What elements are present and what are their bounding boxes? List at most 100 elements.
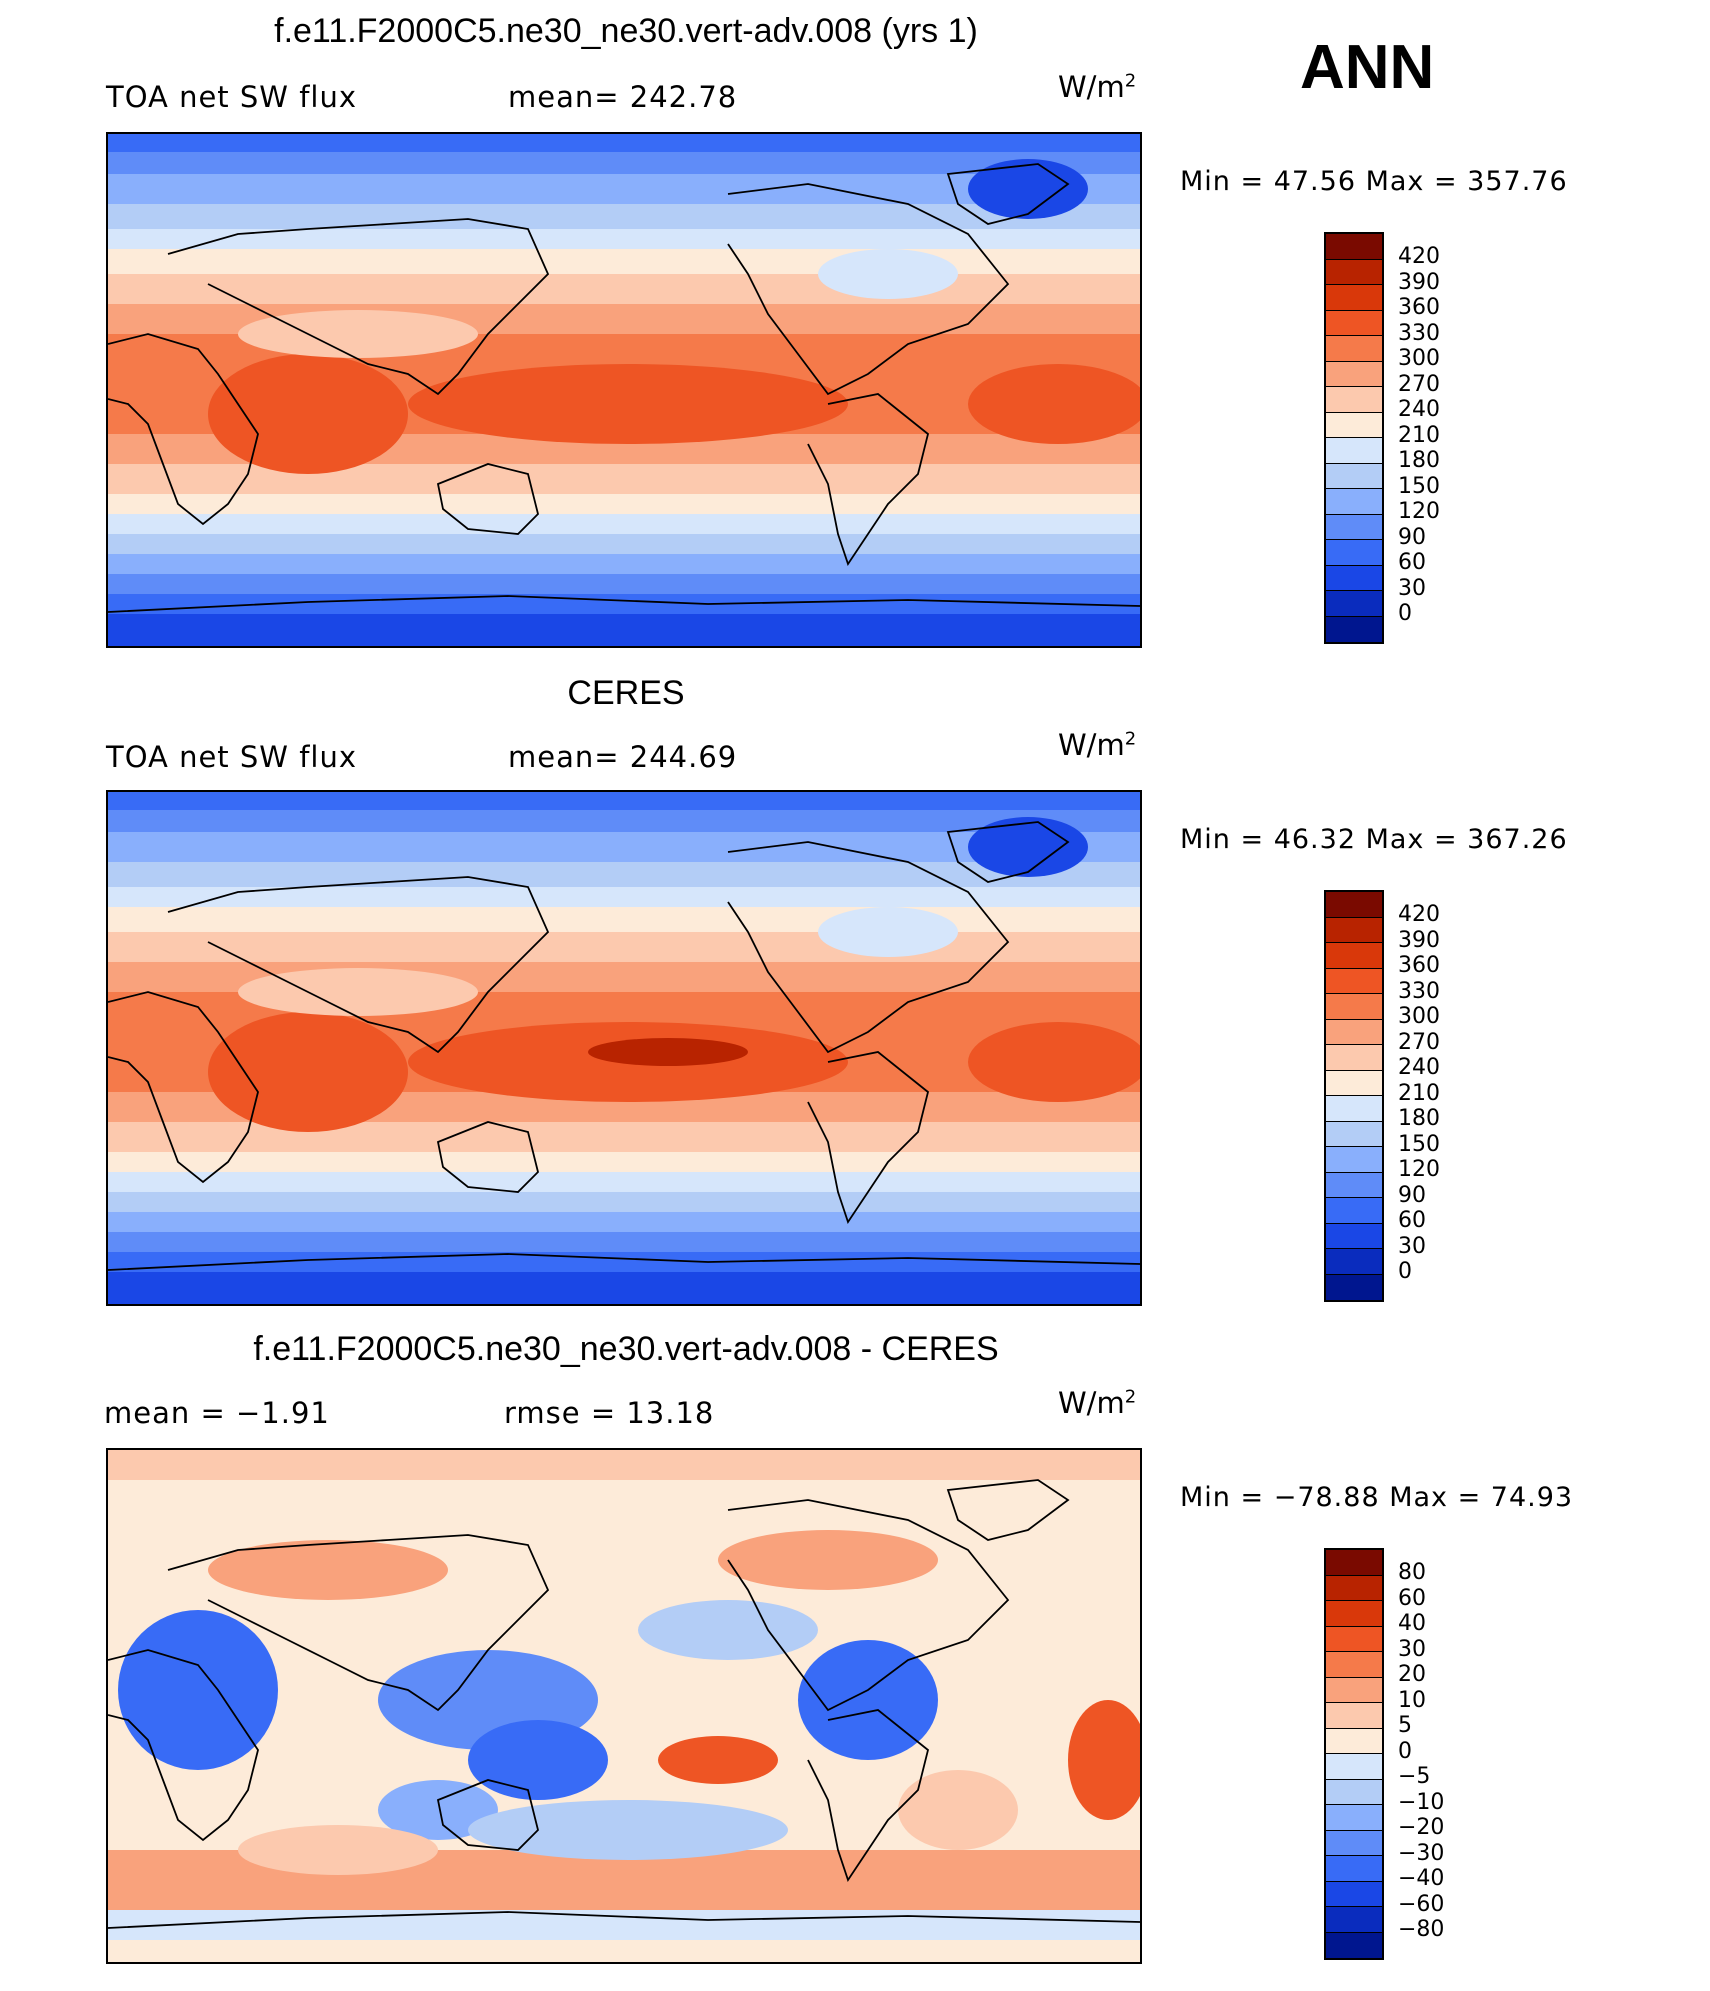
colorbar-swatch xyxy=(1326,1754,1382,1780)
colorbar-swatch xyxy=(1326,1550,1382,1576)
colorbar-swatch xyxy=(1326,540,1382,566)
panel-3-minmax: Min = −78.88 Max = 74.93 xyxy=(1180,1482,1574,1513)
colorbar-tick-label: 300 xyxy=(1398,1004,1440,1029)
colorbar-swatch xyxy=(1326,1703,1382,1729)
panel-2-unit: W/m2 xyxy=(1058,728,1137,762)
panel-3-rmse-label: rmse = 13.18 xyxy=(504,1396,715,1430)
colorbar-tick-label: 330 xyxy=(1398,320,1440,346)
colorbar-tick-label: 150 xyxy=(1398,473,1440,499)
contour-map xyxy=(108,1450,1140,1962)
colorbar-tick-label: 20 xyxy=(1398,1662,1426,1687)
colorbar-swatch xyxy=(1326,1249,1382,1275)
colorbar-tick-label: 420 xyxy=(1398,902,1440,927)
colorbar-tick-label: 420 xyxy=(1398,244,1440,269)
colorbar-tick-label: 60 xyxy=(1398,550,1426,575)
colorbar-swatch xyxy=(1326,1274,1382,1300)
colorbar-swatch xyxy=(1326,1223,1382,1249)
season-label: ANN xyxy=(1300,33,1435,102)
colorbar-swatch xyxy=(1326,1575,1382,1601)
colorbar-tick-label: 60 xyxy=(1398,1208,1426,1233)
colorbar-tick-label: 5 xyxy=(1398,1713,1412,1738)
colorbar-swatch xyxy=(1326,917,1382,943)
colorbar-swatch xyxy=(1326,616,1382,642)
colorbar-tick-label: 0 xyxy=(1398,1259,1412,1284)
colorbar-tick-label: 360 xyxy=(1398,953,1440,978)
colorbar-swatch xyxy=(1326,259,1382,285)
colorbar-swatch xyxy=(1326,412,1382,438)
colorbar-tick-label: 270 xyxy=(1398,371,1440,397)
colorbar-tick-label: 150 xyxy=(1398,1131,1440,1157)
colorbar-tick-label: 30 xyxy=(1398,575,1426,601)
colorbar-tick-label: 300 xyxy=(1398,346,1440,371)
colorbar-tick-label: 40 xyxy=(1398,1611,1426,1636)
colorbar-tick-label: 0 xyxy=(1398,1738,1412,1764)
colorbar-swatch xyxy=(1326,1172,1382,1198)
colorbar-swatch xyxy=(1326,1601,1382,1627)
colorbar-swatch xyxy=(1326,1779,1382,1805)
colorbar-swatch xyxy=(1326,234,1382,260)
colorbar-swatch xyxy=(1326,1856,1382,1882)
colorbar-swatch xyxy=(1326,892,1382,918)
contour-map xyxy=(108,134,1140,646)
colorbar-swatch xyxy=(1326,943,1382,969)
colorbar-swatch xyxy=(1326,310,1382,336)
panel-3-title: f.e11.F2000C5.ne30_ne30.vert-adv.008 - C… xyxy=(253,1330,999,1368)
colorbar-tick-label: 90 xyxy=(1398,1182,1426,1208)
colorbar-swatch xyxy=(1326,463,1382,489)
panel-2-title: CERES xyxy=(567,674,685,712)
colorbar-swatch xyxy=(1326,438,1382,464)
colorbar-swatch xyxy=(1326,1198,1382,1224)
colorbar-swatch xyxy=(1326,1728,1382,1754)
colorbar-swatch xyxy=(1326,489,1382,515)
colorbar-swatch xyxy=(1326,387,1382,413)
colorbar-swatch xyxy=(1326,1045,1382,1071)
panel-1-colorbar xyxy=(1324,232,1384,644)
colorbar-tick-label: −60 xyxy=(1398,1891,1445,1917)
panel-1-minmax: Min = 47.56 Max = 357.76 xyxy=(1180,166,1568,197)
colorbar-swatch xyxy=(1326,1626,1382,1652)
colorbar-swatch xyxy=(1326,1805,1382,1831)
colorbar-swatch xyxy=(1326,1830,1382,1856)
panel-2-minmax: Min = 46.32 Max = 367.26 xyxy=(1180,824,1568,855)
colorbar-tick-label: 30 xyxy=(1398,1233,1426,1259)
colorbar-tick-label: 270 xyxy=(1398,1029,1440,1055)
panel-2-variable-label: TOA net SW flux xyxy=(106,740,358,774)
panel-1-mean-label: mean= 242.78 xyxy=(508,80,738,114)
colorbar-swatch xyxy=(1326,514,1382,540)
colorbar-swatch xyxy=(1326,968,1382,994)
panel-3-colorbar xyxy=(1324,1548,1384,1960)
colorbar-swatch xyxy=(1326,1121,1382,1147)
colorbar-tick-label: 210 xyxy=(1398,1080,1440,1106)
panel-1-unit: W/m2 xyxy=(1058,70,1137,104)
panel-1-map xyxy=(106,132,1142,648)
colorbar-tick-label: 390 xyxy=(1398,269,1440,295)
colorbar-tick-label: −30 xyxy=(1398,1840,1445,1866)
colorbar-tick-label: 30 xyxy=(1398,1636,1426,1662)
colorbar-swatch xyxy=(1326,1677,1382,1703)
colorbar-swatch xyxy=(1326,361,1382,387)
contour-map xyxy=(108,792,1140,1304)
colorbar-tick-label: −40 xyxy=(1398,1866,1445,1891)
colorbar-tick-label: 210 xyxy=(1398,422,1440,448)
colorbar-tick-label: 180 xyxy=(1398,448,1440,473)
colorbar-swatch xyxy=(1326,565,1382,591)
colorbar-swatch xyxy=(1326,1019,1382,1045)
colorbar-tick-label: 180 xyxy=(1398,1106,1440,1131)
colorbar-tick-label: −80 xyxy=(1398,1917,1445,1942)
colorbar-tick-label: 60 xyxy=(1398,1585,1426,1611)
colorbar-tick-label: 0 xyxy=(1398,601,1412,626)
colorbar-tick-label: 330 xyxy=(1398,978,1440,1004)
panel-1-title: f.e11.F2000C5.ne30_ne30.vert-adv.008 (yr… xyxy=(274,12,978,50)
panel-2-colorbar xyxy=(1324,890,1384,1302)
colorbar-tick-label: 360 xyxy=(1398,295,1440,320)
colorbar-tick-label: 120 xyxy=(1398,499,1440,524)
colorbar-tick-label: −20 xyxy=(1398,1815,1445,1840)
colorbar-swatch xyxy=(1326,336,1382,362)
colorbar-swatch xyxy=(1326,1070,1382,1096)
colorbar-swatch xyxy=(1326,591,1382,617)
colorbar-tick-label: 90 xyxy=(1398,524,1426,550)
panel-2-map xyxy=(106,790,1142,1306)
panel-3-map xyxy=(106,1448,1142,1964)
colorbar-tick-label: −5 xyxy=(1398,1764,1431,1789)
colorbar-swatch xyxy=(1326,1932,1382,1958)
